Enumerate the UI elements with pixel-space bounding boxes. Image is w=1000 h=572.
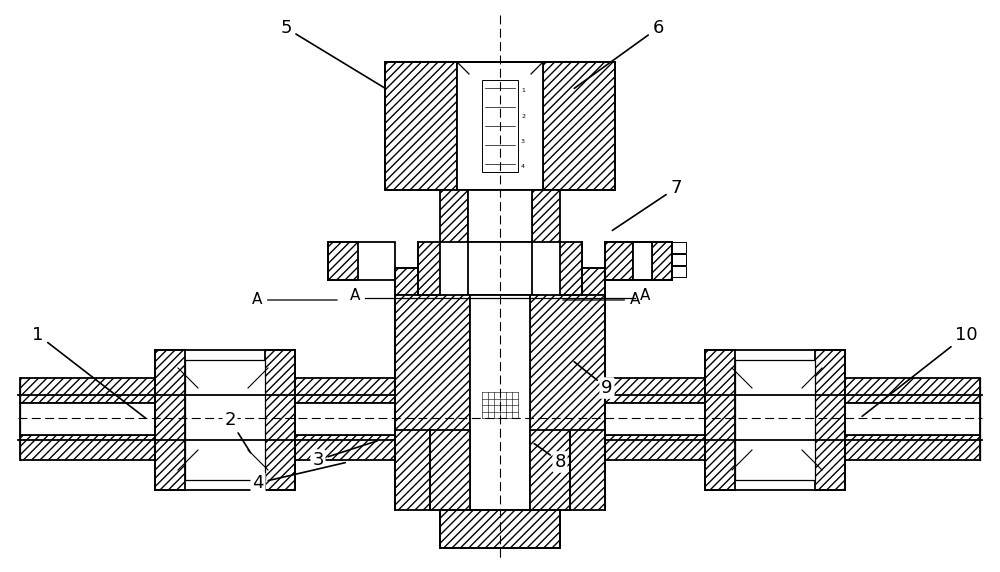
Text: 4: 4 [252, 463, 345, 492]
Bar [440, 510, 560, 548]
Text: 2: 2 [521, 114, 525, 119]
Bar [672, 242, 686, 253]
Bar [457, 62, 543, 190]
Bar [633, 242, 652, 280]
Bar [462, 295, 538, 355]
Text: 3: 3 [312, 441, 377, 469]
Text: A: A [563, 292, 640, 308]
Bar [530, 430, 570, 510]
Bar [185, 360, 265, 480]
Bar [714, 376, 732, 462]
Bar [470, 295, 530, 510]
Bar [815, 350, 845, 490]
Bar [178, 368, 268, 470]
Bar [440, 190, 468, 242]
Text: 1: 1 [32, 326, 146, 418]
Bar [510, 355, 528, 392]
Bar [190, 380, 256, 458]
Bar [482, 392, 518, 418]
Bar [744, 380, 810, 458]
Bar [482, 295, 518, 355]
Bar [582, 268, 605, 295]
Text: 9: 9 [574, 362, 613, 397]
Bar [155, 350, 185, 490]
Bar [714, 386, 732, 452]
Bar [385, 62, 457, 190]
Bar [468, 242, 532, 295]
Bar [672, 266, 686, 277]
Bar [490, 355, 510, 392]
Bar [418, 242, 440, 295]
Bar [543, 62, 615, 190]
Bar [468, 190, 532, 242]
Bar [430, 430, 470, 510]
Text: 5: 5 [280, 19, 386, 89]
Bar [472, 355, 490, 392]
Bar [605, 242, 672, 280]
Text: 10: 10 [862, 326, 977, 416]
Bar [395, 295, 470, 510]
Bar [268, 376, 286, 462]
Text: 2: 2 [224, 411, 251, 452]
Text: A: A [640, 288, 650, 304]
Bar [155, 350, 295, 490]
Bar [532, 190, 560, 242]
Bar [20, 378, 395, 403]
Bar [605, 378, 980, 403]
Bar [705, 350, 845, 490]
Bar [482, 80, 518, 172]
Polygon shape [488, 418, 512, 470]
Bar [530, 295, 605, 510]
Bar [560, 242, 582, 295]
Text: 7: 7 [612, 179, 682, 231]
Bar [385, 62, 615, 190]
Text: 3: 3 [521, 139, 525, 144]
Bar [732, 368, 822, 470]
Bar [652, 242, 672, 280]
Bar [328, 242, 395, 280]
Bar [732, 368, 822, 470]
Bar [705, 350, 735, 490]
Bar [20, 435, 395, 460]
Bar [472, 355, 528, 392]
Bar [462, 295, 482, 355]
Text: A: A [350, 288, 360, 304]
Text: 8: 8 [534, 444, 566, 471]
Bar [268, 386, 286, 452]
Bar [328, 242, 358, 280]
Bar [440, 510, 560, 548]
Bar [265, 350, 295, 490]
Bar [178, 368, 268, 470]
Bar [672, 254, 686, 265]
Bar [735, 360, 815, 480]
Text: 6: 6 [574, 19, 664, 89]
Bar [395, 268, 418, 295]
Text: 4: 4 [521, 165, 525, 169]
Text: A: A [252, 292, 337, 308]
Text: 1: 1 [521, 89, 525, 93]
Bar [518, 295, 538, 355]
Bar [605, 403, 980, 435]
Bar [605, 242, 633, 280]
Bar [20, 403, 395, 435]
Bar [605, 435, 980, 460]
